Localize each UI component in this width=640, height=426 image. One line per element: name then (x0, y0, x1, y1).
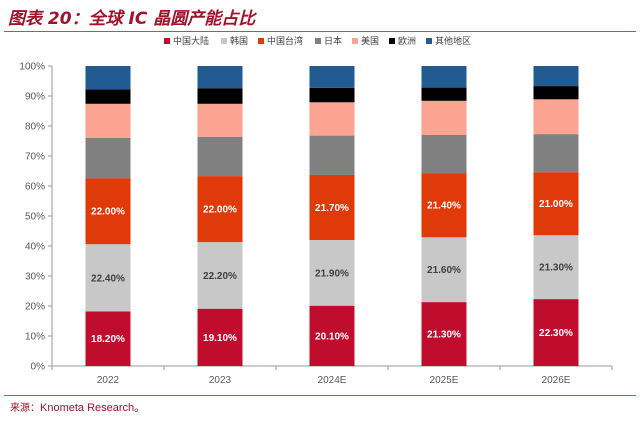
bar-segment-2 (533, 172, 579, 236)
y-tick-label: 10% (25, 332, 45, 343)
legend-swatch (352, 38, 358, 44)
y-tick-label: 80% (25, 122, 45, 133)
bar-segment-5 (309, 87, 355, 103)
bar-segment-1 (309, 240, 355, 306)
bar-segment-1 (421, 237, 467, 303)
data-label: 22.00% (91, 207, 125, 218)
legend-label: 中国台湾 (267, 35, 303, 47)
legend-swatch (426, 38, 432, 44)
y-tick-label: 30% (25, 272, 45, 283)
bar-segment-4 (85, 103, 131, 138)
bar-segment-6 (533, 66, 579, 87)
legend-swatch (258, 38, 264, 44)
bar-segment-0 (85, 311, 131, 366)
bar-segment-5 (197, 88, 243, 104)
bar-segment-4 (421, 100, 467, 135)
bar-segment-6 (309, 66, 355, 88)
bar-segment-0 (533, 299, 579, 366)
y-tick-label: 70% (25, 152, 45, 163)
legend-label: 中国大陆 (173, 35, 209, 47)
y-tick-label: 60% (25, 182, 45, 193)
data-label: 21.40% (427, 201, 461, 212)
x-tick-label: 2024E (318, 375, 347, 386)
bar-segment-0 (197, 308, 243, 366)
data-label: 21.00% (539, 199, 573, 210)
bar-segment-1 (533, 235, 579, 300)
legend-label: 其他地区 (435, 35, 471, 47)
bar-segment-1 (197, 242, 243, 309)
x-tick-label: 2023 (209, 375, 232, 386)
data-label: 22.30% (539, 328, 573, 339)
bar-segment-0 (421, 302, 467, 366)
legend-swatch (389, 38, 395, 44)
bar-segment-2 (197, 176, 243, 243)
y-tick-label: 90% (25, 92, 45, 103)
title-divider (4, 31, 636, 32)
data-label: 21.70% (315, 203, 349, 214)
data-label: 20.10% (315, 331, 349, 342)
bar-segment-2 (421, 173, 467, 238)
figure-title: 图表 20：全球 IC 晶圆产能占比 (8, 9, 256, 29)
bar-segment-0 (309, 305, 355, 366)
y-tick-label: 0% (31, 362, 46, 373)
data-label: 21.90% (315, 268, 349, 279)
legend-swatch (221, 38, 227, 44)
legend-label: 韩国 (230, 35, 248, 47)
legend-label: 美国 (361, 35, 379, 47)
source-text: Knometa Research。 (40, 402, 146, 414)
y-tick-label: 100% (19, 62, 45, 73)
source-label: 来源： (10, 403, 40, 414)
data-label: 18.20% (91, 334, 125, 345)
bar-segment-4 (309, 102, 355, 136)
bar-segment-3 (533, 134, 579, 173)
bar-segment-4 (533, 99, 579, 135)
bar-segment-5 (533, 86, 579, 100)
data-label: 21.30% (539, 263, 573, 274)
x-tick-label: 2026E (542, 375, 571, 386)
y-tick-label: 40% (25, 242, 45, 253)
data-label: 19.10% (203, 333, 237, 344)
data-label: 21.30% (427, 330, 461, 341)
bar-segment-5 (421, 87, 467, 101)
data-label: 22.40% (91, 273, 125, 284)
footer-divider (4, 395, 636, 396)
bar-segment-3 (197, 136, 243, 177)
legend-label: 欧洲 (398, 35, 416, 47)
bar-segment-4 (197, 103, 243, 137)
bar-segment-1 (85, 244, 131, 312)
source-note: 来源：Knometa Research。 (10, 399, 145, 415)
data-label: 22.00% (203, 205, 237, 216)
bar-segment-3 (85, 138, 131, 179)
data-label: 21.60% (427, 265, 461, 276)
bar-segment-6 (197, 66, 243, 89)
bar-segment-3 (309, 135, 355, 175)
bar-segment-2 (309, 174, 355, 240)
bar-segment-6 (85, 66, 131, 90)
y-tick-label: 20% (25, 302, 45, 313)
legend-label: 日本 (324, 35, 342, 47)
data-label: 22.20% (203, 271, 237, 282)
bar-segment-6 (421, 66, 467, 88)
bar-segment-2 (85, 178, 131, 245)
bar-segment-5 (85, 89, 131, 104)
legend-swatch (164, 38, 170, 44)
x-tick-label: 2025E (430, 375, 459, 386)
bar-segment-3 (421, 135, 467, 174)
legend-swatch (315, 38, 321, 44)
x-tick-label: 2022 (97, 375, 120, 386)
y-tick-label: 50% (25, 212, 45, 223)
